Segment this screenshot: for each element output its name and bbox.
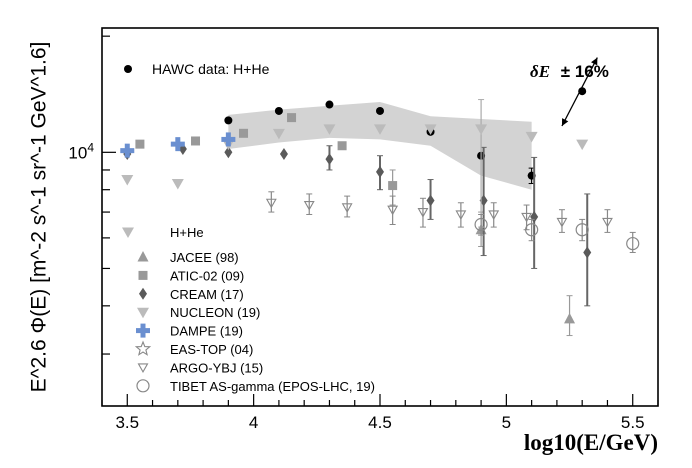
- point-marker: [191, 136, 201, 146]
- legend-label: EAS-TOP (04): [170, 342, 253, 357]
- legend-item: EAS-TOP (04): [134, 340, 253, 357]
- legend-item: TIBET AS-gamma (EPOS-LHC, 19): [136, 379, 375, 394]
- point-marker: [323, 124, 336, 135]
- legend-title: H+He: [170, 225, 204, 240]
- series-dampe-19: [120, 132, 236, 158]
- arrow-head: [591, 57, 598, 66]
- point-marker: [576, 139, 589, 151]
- y-tick-label: 104: [68, 140, 94, 162]
- point-marker: [417, 208, 429, 218]
- point-marker: [455, 210, 467, 221]
- legend-item: CREAM (17): [139, 287, 244, 302]
- point-marker: [124, 143, 130, 158]
- legend-item: JACEE (98): [137, 250, 239, 265]
- legend-label: CREAM (17): [170, 287, 244, 302]
- point-marker: [121, 175, 134, 186]
- series-argo-ybj-15: [265, 191, 613, 233]
- legend-label: ATIC-02 (09): [170, 268, 244, 283]
- point-marker: [388, 181, 398, 191]
- point-marker: [135, 139, 145, 149]
- point-marker: [171, 179, 184, 190]
- point-marker: [341, 203, 353, 213]
- point-marker: [337, 141, 347, 151]
- point-marker: [134, 340, 152, 356]
- point-marker: [575, 223, 589, 237]
- point-marker: [136, 379, 150, 393]
- x-axis-label: log10(E/GeV): [524, 430, 658, 455]
- point-marker: [265, 198, 277, 209]
- point-marker: [139, 287, 147, 300]
- point-marker: [138, 270, 148, 280]
- point-marker: [274, 106, 283, 115]
- point-marker: [426, 194, 435, 207]
- point-marker: [137, 307, 149, 319]
- point-marker: [140, 323, 146, 338]
- point-marker: [175, 137, 181, 152]
- point-marker: [424, 124, 437, 135]
- point-marker: [137, 251, 149, 262]
- series-cream-17: [123, 142, 592, 307]
- legend-label: NUCLEON (19): [170, 305, 260, 320]
- legend: H+He HAWC data: H+He JACEE (98) ATIC-02 (0…: [122, 61, 375, 394]
- point-marker: [137, 363, 149, 374]
- legend-label: TIBET AS-gamma (EPOS-LHC, 19): [170, 379, 375, 394]
- systematic-band: [228, 102, 532, 190]
- y-axis-label: E^2.6 Φ(E) [m^-2 s^-1 sr^-1 GeV^1.6]: [28, 42, 51, 393]
- point-marker: [287, 113, 297, 123]
- x-tick-label: 4.5: [368, 413, 392, 432]
- x-tick-label: 3.5: [115, 413, 139, 432]
- legend-item: NUCLEON (19): [137, 305, 260, 320]
- annotation-value: ± 16%: [561, 62, 609, 81]
- point-marker: [626, 236, 640, 251]
- annotation-point: [578, 87, 587, 96]
- point-marker: [239, 128, 249, 138]
- point-marker: [387, 205, 399, 216]
- legend-item: ATIC-02 (09): [138, 268, 244, 283]
- x-tick-label: 4: [249, 413, 258, 432]
- point-marker: [475, 124, 488, 135]
- point-marker: [521, 212, 533, 223]
- point-marker: [556, 217, 568, 228]
- point-marker: [376, 106, 384, 115]
- x-tick-label: 5.5: [621, 413, 645, 432]
- arrow-head: [561, 118, 569, 127]
- legend-title-marker: [122, 227, 134, 238]
- legend-label: ARGO-YBJ (15): [170, 360, 263, 375]
- point-marker: [325, 100, 334, 109]
- point-marker: [488, 210, 500, 221]
- point-marker: [124, 65, 132, 73]
- legend-item: DAMPE (19): [136, 323, 243, 339]
- legend-label: HAWC data: H+He: [152, 61, 270, 77]
- point-marker: [602, 217, 613, 228]
- legend-label: JACEE (98): [170, 250, 239, 265]
- point-marker: [474, 217, 488, 232]
- series-tibet-as-gamma-epos-lhc-19: [474, 213, 640, 253]
- point-marker: [564, 312, 576, 324]
- point-marker: [325, 153, 334, 166]
- energy-scale-arrow: [561, 57, 598, 127]
- point-marker: [122, 227, 134, 238]
- legend-label: DAMPE (19): [170, 324, 243, 339]
- annotation-symbol: δE: [530, 62, 550, 81]
- point-marker: [272, 128, 285, 140]
- point-marker: [583, 246, 592, 259]
- data-marks: [120, 99, 640, 337]
- point-marker: [525, 131, 538, 143]
- point-marker: [376, 165, 384, 178]
- series-atic-02-09: [135, 113, 398, 206]
- point-marker: [374, 124, 386, 135]
- point-marker: [525, 223, 539, 237]
- legend-item: ARGO-YBJ (15): [137, 360, 263, 375]
- point-marker: [279, 147, 288, 160]
- point-marker: [224, 116, 233, 125]
- axis-ticks: 3.5 4 4.5 5 5.5 104: [68, 35, 659, 432]
- point-marker: [225, 132, 231, 147]
- point-marker: [303, 200, 315, 211]
- energy-scale-annotation: δE ± 16%: [530, 62, 609, 81]
- point-marker: [224, 146, 233, 159]
- x-tick-label: 5: [502, 413, 511, 432]
- y-axis-label-text: E^2.6 Φ(E) [m^-2 s^-1 sr^-1 GeV^1.6]: [28, 42, 51, 393]
